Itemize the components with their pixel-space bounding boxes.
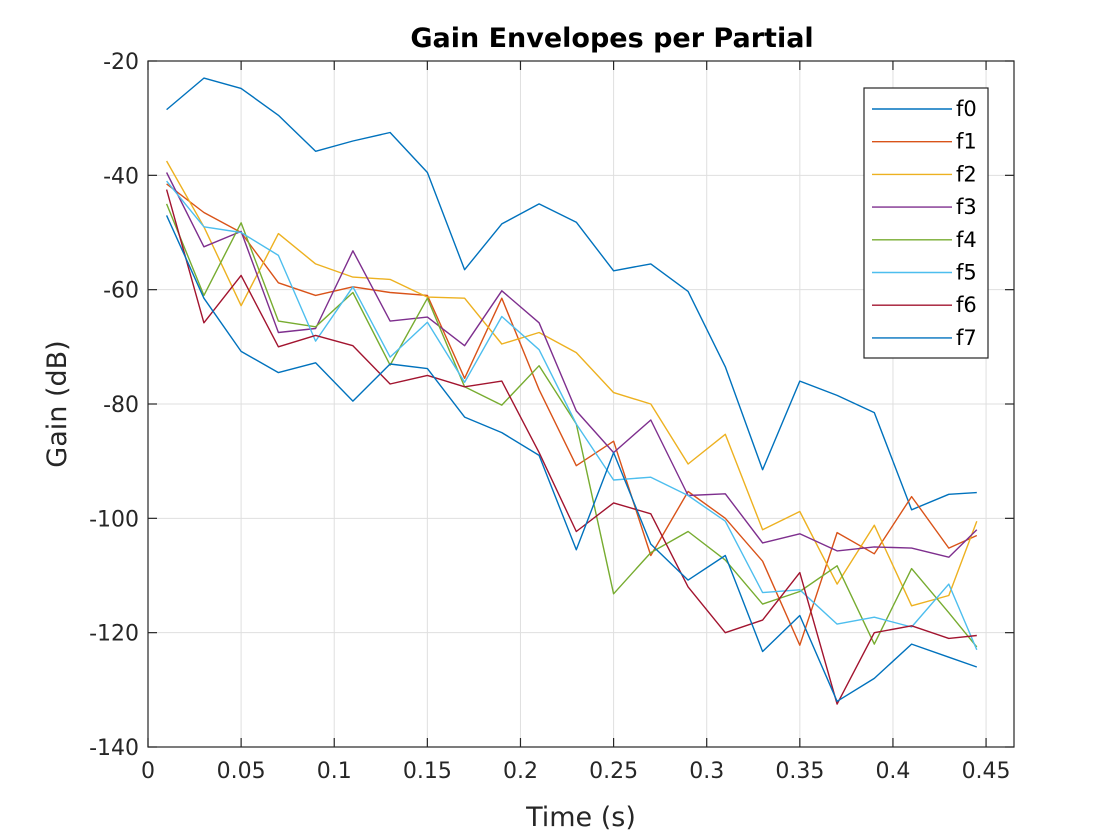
series-line-f5 — [166, 180, 978, 651]
chart-title: Gain Envelopes per Partial — [410, 23, 813, 54]
y-tick-label: -120 — [89, 622, 139, 647]
x-tick-label: 0 — [141, 759, 155, 784]
x-tick-label: 0.05 — [217, 759, 266, 784]
y-tick-label: -100 — [89, 507, 139, 532]
x-tick-label: 0.45 — [962, 759, 1011, 784]
x-tick-label: 0.4 — [875, 759, 910, 784]
x-tick-label: 0.15 — [403, 759, 452, 784]
series-line-f0 — [166, 77, 977, 511]
x-tick-label: 0.2 — [503, 759, 538, 784]
x-tick-label: 0.25 — [589, 759, 638, 784]
series-line-f6 — [165, 189, 977, 705]
legend-entry-f6: f6 — [956, 293, 977, 317]
legend-entry-f1: f1 — [956, 130, 977, 154]
y-tick-label: -40 — [103, 164, 139, 189]
legend-entry-f3: f3 — [956, 195, 977, 219]
x-tick-label: 0.35 — [775, 759, 824, 784]
legend-entry-f4: f4 — [956, 228, 977, 252]
series-line-f7 — [165, 215, 978, 702]
legend: f0 f1 f2 f3 f4 f5 f6 f7 — [863, 87, 989, 359]
series-line-f4 — [165, 203, 978, 648]
legend-box — [863, 87, 989, 359]
legend-entry-f2: f2 — [956, 162, 977, 186]
y-tick-label: -20 — [103, 50, 139, 75]
series-line-f1 — [166, 183, 978, 646]
y-tick-label: -80 — [103, 393, 139, 418]
series-line-f3 — [165, 172, 978, 558]
legend-entry-f0: f0 — [956, 97, 977, 121]
x-tick-label: 0.3 — [689, 759, 724, 784]
x-tick-label: 0.1 — [317, 759, 352, 784]
x-axis-label: Time (s) — [525, 802, 636, 833]
y-axis-label: Gain (dB) — [42, 340, 73, 467]
plot-lines — [165, 77, 978, 705]
legend-entry-f7: f7 — [956, 326, 977, 350]
axis-ticks: 0 0.05 0.1 0.15 0.2 0.25 0.3 0.35 0.4 0.45 -140 -12… — [89, 50, 1014, 784]
y-tick-label: -140 — [89, 736, 139, 761]
y-tick-label: -60 — [103, 279, 139, 304]
legend-entry-f5: f5 — [956, 261, 977, 285]
series-line-f2 — [165, 160, 978, 607]
